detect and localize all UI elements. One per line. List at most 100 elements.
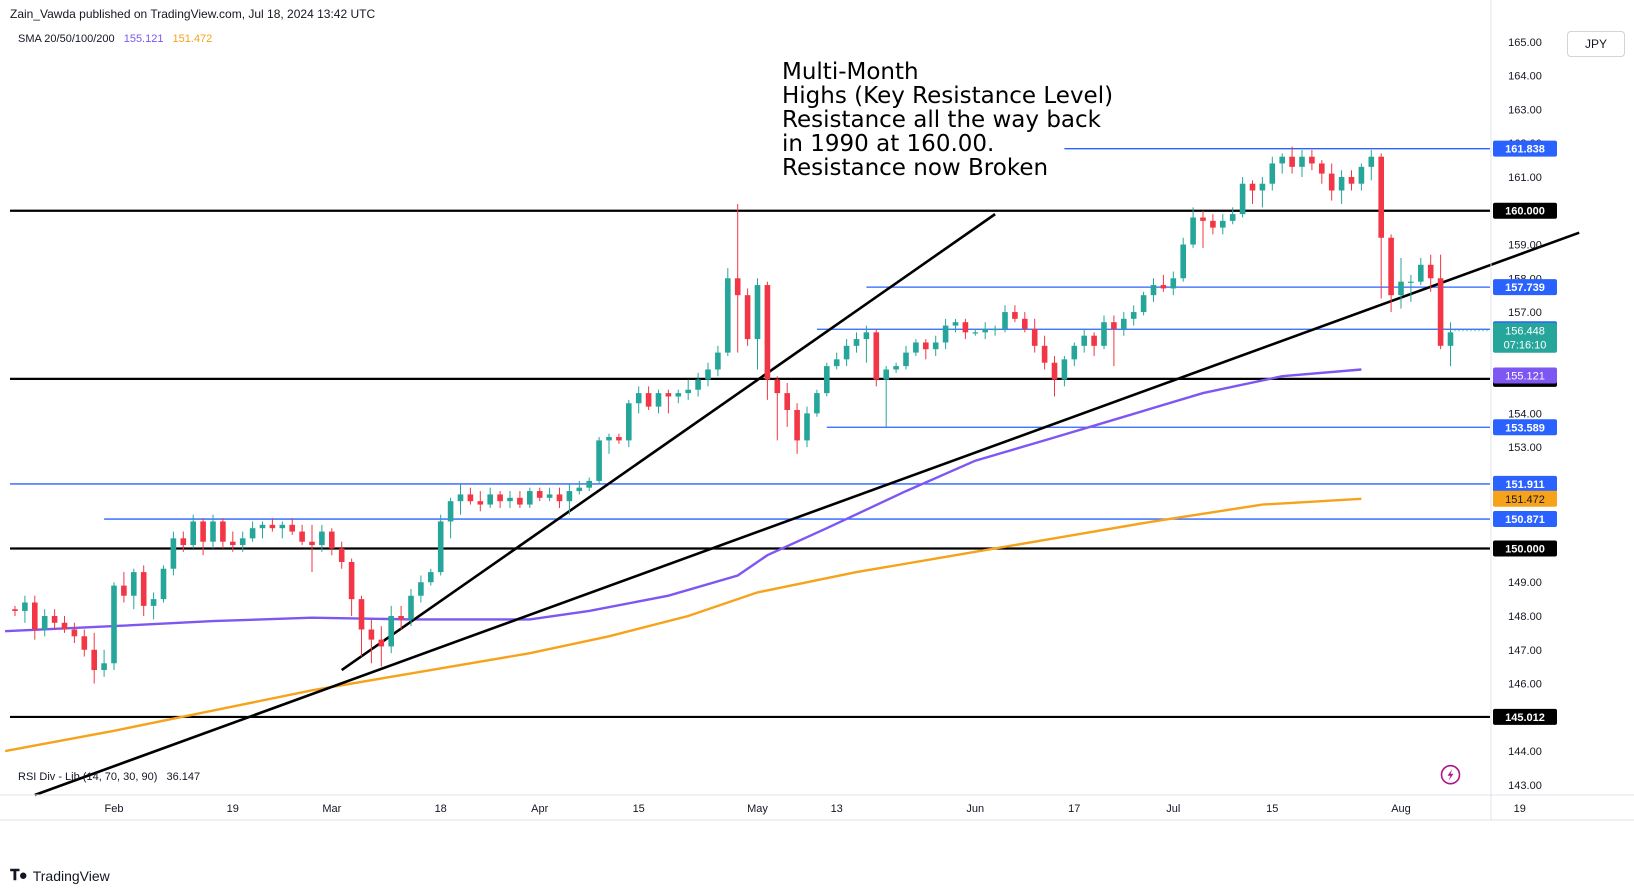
candle [1239, 176, 1246, 218]
level-badge-label: 150.871 [1505, 514, 1545, 526]
price-tick-label: 148.00 [1508, 611, 1542, 623]
candle [418, 575, 424, 603]
candle-body [61, 622, 68, 630]
candle-body [1279, 156, 1285, 164]
time-tick-label: Jul [1166, 803, 1180, 815]
time-tick-label: 19 [227, 803, 239, 815]
candle [744, 288, 751, 346]
level-badge [1493, 708, 1557, 725]
price-tick-label: 157.00 [1508, 307, 1542, 319]
candle-body [81, 636, 88, 650]
price-tick-label: 165.00 [1508, 37, 1542, 49]
time-axis: Feb 19 Mar 18 Apr 15 May 13 Jun 17 Jul 15 Aug 19 [105, 803, 1526, 815]
candle [1338, 170, 1345, 204]
candle [497, 491, 503, 508]
candle [259, 521, 266, 539]
candle [873, 328, 880, 387]
candle [428, 568, 434, 586]
candle-body [447, 501, 454, 522]
candle-body [814, 393, 820, 414]
candle [299, 524, 305, 546]
candle [883, 366, 889, 427]
candle-body [685, 389, 691, 394]
candle [1071, 342, 1078, 367]
candle-body [566, 491, 573, 502]
candle-body [150, 599, 157, 606]
candle [1299, 149, 1305, 177]
candle-body [338, 548, 345, 562]
candle [1002, 305, 1008, 333]
candle [51, 609, 58, 630]
candle-body [1358, 166, 1365, 184]
candle [556, 487, 563, 508]
candle [1447, 322, 1454, 367]
candle [1140, 291, 1147, 316]
candle [1408, 274, 1414, 302]
level-badge [1493, 202, 1557, 219]
candle-body [982, 328, 988, 333]
candle [923, 339, 929, 360]
currency-button[interactable]: JPY [1567, 31, 1625, 57]
candle [1051, 355, 1058, 397]
price-tick-label: 144.00 [1508, 746, 1542, 758]
candle-body [1061, 359, 1068, 380]
rsi-legend-value: 36.147 [166, 771, 201, 783]
candle-body [744, 295, 751, 340]
candle [348, 558, 355, 617]
candle-body [734, 278, 741, 296]
sma-legend-value-100: 155.121 [123, 33, 164, 45]
candle-body [913, 342, 919, 353]
candle-body [111, 585, 117, 664]
candle [1061, 355, 1068, 387]
candle [447, 497, 454, 539]
candle [606, 433, 612, 454]
candle [546, 487, 553, 502]
candle [863, 325, 870, 363]
candle-body [457, 494, 464, 502]
candle [725, 268, 731, 356]
candle-body [101, 663, 107, 671]
footer-brand[interactable]: 𝐓● TradingView [10, 867, 110, 884]
candle [1012, 305, 1018, 323]
candle-body [972, 332, 979, 334]
level-badge-label: 151.911 [1505, 479, 1544, 491]
candle [1091, 332, 1097, 356]
candle-body [1437, 278, 1444, 346]
candle-body [368, 629, 375, 640]
candle-body [249, 528, 256, 539]
candle [645, 386, 652, 410]
candle-body [477, 501, 484, 505]
level-badge-label: 145.012 [1505, 712, 1545, 724]
lightning-icon [1447, 768, 1454, 781]
candle-body [1259, 183, 1266, 191]
rsi-legend[interactable]: RSI Div - Lib (14, 70, 30, 90) 36.147 [18, 771, 206, 783]
time-tick-label: Apr [531, 803, 548, 815]
candle-body [655, 393, 662, 407]
candle [1160, 274, 1167, 292]
annotation-line: Resistance all the way back [782, 107, 1101, 133]
candle [982, 322, 988, 340]
candle [329, 528, 335, 556]
candle-body [843, 345, 850, 360]
candle-body [715, 352, 721, 370]
candle-body [1111, 322, 1117, 329]
candle-body [319, 531, 325, 546]
candle-body [1229, 214, 1236, 221]
candle-body [903, 352, 909, 367]
candle [616, 433, 622, 444]
candle [32, 595, 38, 640]
sma-legend[interactable]: SMA 20/50/100/200 155.121 151.472 [18, 33, 218, 45]
candle-body [992, 328, 998, 331]
candle [408, 588, 414, 627]
candle-body [1378, 156, 1384, 238]
candle-body [289, 524, 295, 532]
candle [695, 372, 701, 397]
candle-body [121, 585, 127, 596]
candle [665, 389, 672, 414]
candle [626, 399, 632, 448]
candle [1368, 149, 1375, 181]
candle [1388, 234, 1394, 313]
candle-body [131, 572, 137, 596]
candle-body [1338, 176, 1345, 191]
